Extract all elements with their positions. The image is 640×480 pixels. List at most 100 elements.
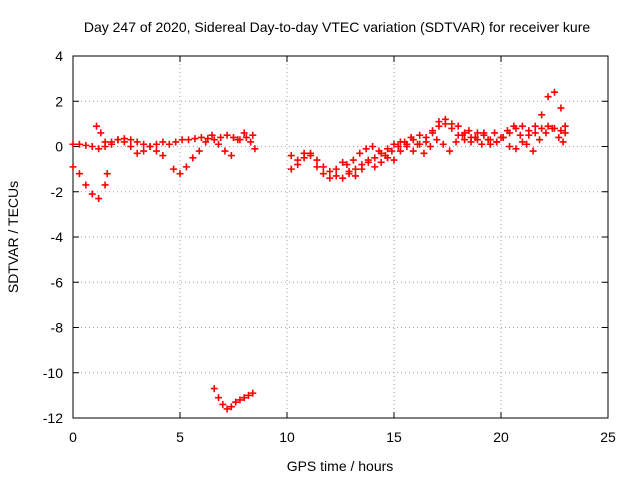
data-point: [448, 120, 456, 128]
data-point: [375, 147, 383, 155]
data-point: [555, 133, 563, 141]
data-point: [82, 141, 90, 149]
y-axis-label: SDTVAR / TECUs: [5, 181, 21, 293]
data-point: [244, 391, 252, 399]
data-point: [390, 156, 398, 164]
data-point: [452, 138, 460, 146]
data-point: [384, 145, 392, 153]
data-point: [542, 129, 550, 137]
data-point: [120, 138, 128, 146]
data-point: [478, 140, 486, 148]
y-tick-label: -8: [51, 320, 64, 336]
data-point: [369, 143, 377, 150]
data-point: [300, 149, 308, 157]
data-point: [429, 129, 437, 137]
data-point: [364, 158, 372, 166]
data-point: [210, 385, 218, 393]
data-point: [551, 88, 558, 96]
data-point: [536, 136, 544, 144]
data-point: [326, 174, 334, 182]
data-point: [339, 158, 347, 166]
y-tick-label: -2: [51, 184, 64, 200]
data-point: [454, 122, 462, 130]
y-tick-label: 2: [55, 93, 63, 109]
data-point: [176, 170, 184, 178]
data-point: [152, 140, 160, 148]
data-point: [351, 172, 359, 180]
data-point: [210, 136, 218, 144]
data-point: [433, 136, 441, 144]
data-point: [461, 136, 469, 144]
data-point: [439, 140, 447, 148]
data-point: [486, 140, 494, 148]
data-point: [332, 172, 340, 180]
data-point: [251, 145, 259, 153]
data-point: [108, 140, 116, 148]
data-point: [326, 167, 334, 175]
data-point: [422, 138, 430, 146]
data-point: [159, 138, 167, 146]
data-point: [471, 133, 479, 141]
data-point: [441, 115, 449, 123]
data-point: [95, 195, 103, 203]
series-group: [69, 88, 569, 413]
data-point: [416, 131, 424, 139]
data-point: [313, 163, 321, 171]
data-point: [371, 154, 379, 162]
series-segment-3c: [343, 122, 567, 169]
data-point: [75, 170, 83, 178]
data-point: [236, 396, 244, 404]
data-point: [97, 129, 105, 137]
data-point: [165, 140, 173, 148]
data-point: [345, 167, 353, 175]
data-point: [82, 181, 90, 189]
data-point: [351, 165, 359, 173]
data-point: [307, 152, 315, 160]
data-point: [101, 138, 109, 146]
data-point: [561, 129, 569, 137]
data-point: [388, 147, 396, 155]
data-point: [227, 403, 235, 411]
data-point: [127, 136, 135, 144]
series-segment-3a: [287, 120, 569, 182]
series-segment-1a: [69, 131, 257, 153]
series-segment-1c: [93, 122, 167, 160]
data-point: [396, 147, 404, 155]
data-point: [362, 145, 370, 153]
data-point: [159, 152, 167, 160]
data-point: [232, 398, 240, 406]
data-point: [195, 147, 203, 155]
data-point: [531, 122, 539, 130]
data-point: [484, 136, 492, 144]
data-point: [101, 181, 109, 189]
data-point: [172, 138, 180, 146]
data-point: [133, 149, 141, 157]
data-point: [217, 133, 225, 141]
data-point: [548, 124, 556, 132]
data-point: [332, 165, 340, 173]
data-point: [420, 149, 428, 157]
data-point: [223, 131, 231, 139]
data-point: [249, 131, 257, 139]
data-point: [557, 104, 565, 112]
data-point: [557, 127, 565, 135]
data-point: [518, 138, 526, 146]
data-point: [93, 122, 101, 130]
x-tick-label: 0: [69, 429, 77, 445]
series-segment-1b: [69, 163, 111, 203]
data-point: [356, 149, 364, 157]
data-point: [103, 170, 111, 178]
data-point: [458, 131, 466, 139]
data-point: [69, 140, 77, 148]
data-point: [219, 400, 227, 408]
data-point: [506, 143, 514, 150]
data-point: [394, 143, 402, 150]
data-point: [529, 147, 537, 155]
data-point: [88, 143, 96, 150]
data-point: [319, 170, 327, 178]
data-point: [313, 156, 321, 164]
data-point: [435, 118, 443, 126]
y-tick-label: 4: [55, 48, 63, 64]
y-tick-label: -12: [43, 410, 63, 426]
data-point: [88, 190, 96, 198]
